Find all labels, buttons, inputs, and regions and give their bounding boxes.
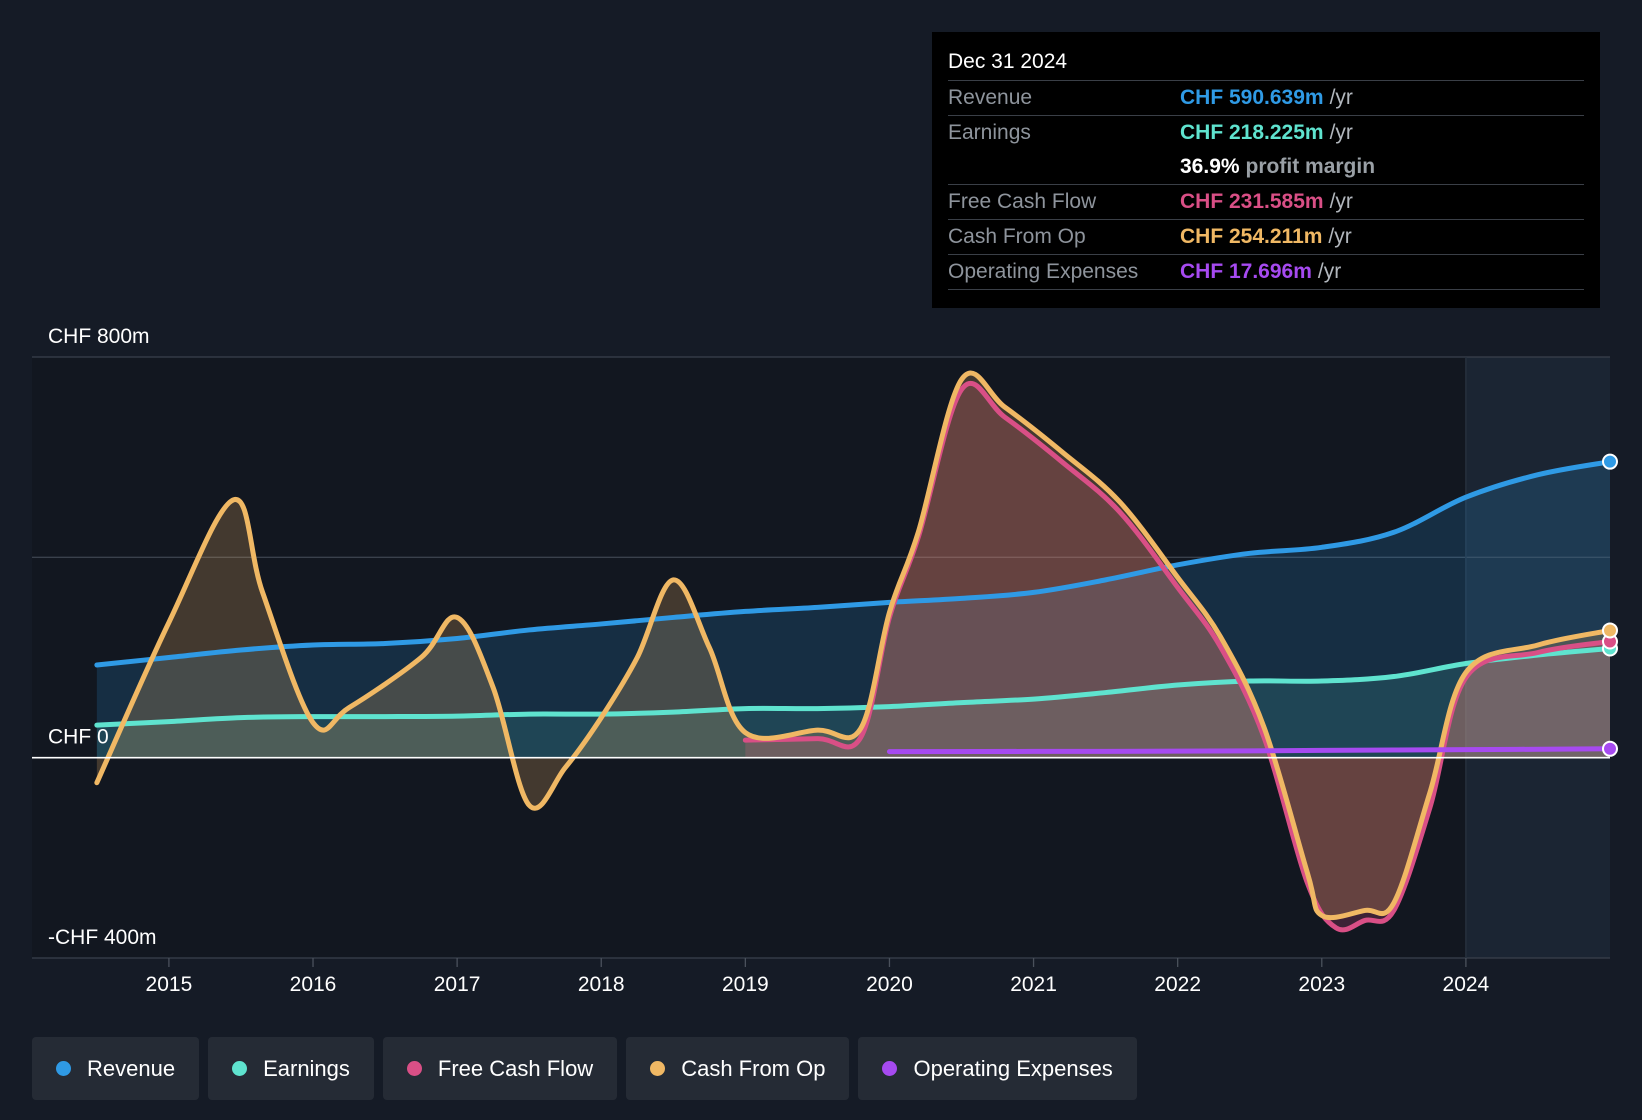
tooltip-label: Operating Expenses: [948, 260, 1139, 283]
tooltip-value: CHF 17.696m: [1180, 260, 1312, 283]
hover-tooltip: Dec 31 2024 Revenue CHF 590.639m /yr Ear…: [932, 32, 1600, 308]
x-tick-label: 2021: [1010, 973, 1057, 996]
line-earnings: [94, 645, 1610, 728]
legend-dot-icon: [882, 1061, 898, 1076]
x-tick-label: 2015: [146, 973, 193, 996]
x-tick-label: 2018: [578, 973, 625, 996]
tooltip-value: CHF 218.225m: [1180, 121, 1324, 144]
tooltip-unit: /yr: [1329, 86, 1353, 109]
legend: Revenue Earnings Free Cash Flow Cash Fro…: [32, 1037, 1137, 1100]
tooltip-label: Cash From Op: [948, 225, 1086, 248]
tooltip-unit: /yr: [1328, 225, 1352, 248]
x-tick-label: 2020: [866, 973, 913, 996]
tooltip-row-revenue: Revenue CHF 590.639m /yr: [948, 80, 1584, 115]
tooltip-row-cfo: Cash From Op CHF 254.211m /yr: [948, 219, 1584, 254]
legend-item-revenue[interactable]: Revenue: [32, 1037, 200, 1100]
x-tick-label: 2017: [434, 973, 481, 996]
tooltip-divider: [948, 289, 1584, 290]
marker-cash-from-op: [1602, 622, 1618, 639]
x-tick-label: 2019: [722, 973, 769, 996]
legend-item-operating-expenses[interactable]: Operating Expenses: [858, 1037, 1137, 1100]
marker-operating-expenses: [1602, 740, 1618, 757]
plot-background: [32, 357, 1610, 958]
tooltip-value: CHF 231.585m: [1180, 190, 1324, 213]
tooltip-label: Free Cash Flow: [948, 190, 1097, 213]
tooltip-label: Revenue: [948, 86, 1033, 109]
tooltip-row-margin: 36.9% profit margin: [948, 150, 1584, 184]
legend-dot-icon: [232, 1061, 248, 1076]
y-tick-label: CHF 800m: [48, 325, 150, 348]
legend-item-cash-from-op[interactable]: Cash From Op: [626, 1037, 850, 1100]
tooltip-date: Dec 31 2024: [948, 50, 1068, 73]
y-tick-label: -CHF 400m: [48, 926, 157, 949]
legend-label: Free Cash Flow: [437, 1055, 594, 1081]
legend-label: Revenue: [87, 1055, 176, 1081]
tooltip-label: Earnings: [948, 121, 1031, 144]
legend-label: Cash From Op: [681, 1055, 826, 1081]
tooltip-value: CHF 590.639m: [1180, 86, 1324, 109]
tooltip-value: CHF 254.211m: [1180, 225, 1323, 248]
x-tick-label: 2024: [1443, 973, 1490, 996]
tooltip-unit: /yr: [1329, 121, 1353, 144]
y-tick-label: CHF 0: [48, 726, 109, 749]
line-operating-expenses: [886, 746, 1610, 755]
tooltip-row-earnings: Earnings CHF 218.225m /yr: [948, 115, 1584, 150]
legend-dot-icon: [650, 1061, 666, 1076]
tooltip-row-fcf: Free Cash Flow CHF 231.585m /yr: [948, 184, 1584, 219]
tooltip-unit: /yr: [1329, 190, 1353, 213]
tooltip-value: 36.9%: [1180, 155, 1240, 178]
marker-revenue: [1602, 453, 1618, 470]
x-tick-label: 2016: [290, 973, 337, 996]
x-tick-label: 2023: [1298, 973, 1345, 996]
legend-dot-icon: [406, 1061, 422, 1076]
area-earnings: [96, 648, 1610, 758]
tooltip-row-opex: Operating Expenses CHF 17.696m /yr: [948, 254, 1584, 289]
legend-label: Earnings: [263, 1055, 350, 1081]
x-tick-label: 2022: [1154, 973, 1201, 996]
line-cash-from-op: [94, 370, 1610, 921]
tooltip-unit: profit margin: [1245, 155, 1376, 178]
area-free-cash-flow: [745, 383, 1610, 930]
legend-label: Operating Expenses: [913, 1055, 1113, 1081]
line-revenue: [94, 459, 1610, 668]
tooltip-unit: /yr: [1317, 260, 1342, 283]
legend-item-earnings[interactable]: Earnings: [208, 1037, 374, 1100]
legend-dot-icon: [56, 1061, 71, 1076]
legend-item-free-cash-flow[interactable]: Free Cash Flow: [382, 1037, 618, 1100]
